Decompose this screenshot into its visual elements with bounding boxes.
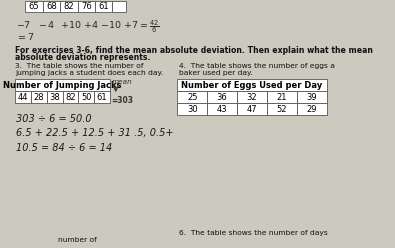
- Text: 6.  The table shows the number of days: 6. The table shows the number of days: [179, 230, 328, 236]
- Bar: [237, 91, 267, 103]
- Text: 21: 21: [276, 93, 287, 101]
- Bar: [267, 103, 297, 115]
- Text: 303 ÷ 6 = 50.0: 303 ÷ 6 = 50.0: [16, 114, 92, 124]
- Bar: [15, 91, 31, 103]
- Text: 28: 28: [34, 93, 44, 101]
- Bar: [177, 79, 327, 91]
- Text: 50: 50: [81, 93, 92, 101]
- Bar: [94, 91, 110, 103]
- Text: 6.5 + 22.5 + 12.5 + 31 .5, 0.5+: 6.5 + 22.5 + 12.5 + 31 .5, 0.5+: [16, 128, 173, 138]
- Text: 65: 65: [28, 2, 39, 11]
- Bar: [267, 91, 297, 103]
- Bar: [297, 91, 327, 103]
- Bar: [60, 1, 77, 12]
- Text: 10.5 = 84 ÷ 6 = 14: 10.5 = 84 ÷ 6 = 14: [16, 143, 112, 153]
- Bar: [78, 91, 94, 103]
- Text: $\mathit{= 7}$: $\mathit{= 7}$: [16, 31, 35, 42]
- Text: 29: 29: [307, 104, 317, 114]
- Text: 61: 61: [98, 2, 109, 11]
- Text: 47: 47: [247, 104, 257, 114]
- Bar: [207, 103, 237, 115]
- Text: 52: 52: [276, 104, 287, 114]
- Text: 39: 39: [307, 93, 317, 101]
- Text: number of: number of: [58, 237, 97, 243]
- Text: baker used per day.: baker used per day.: [179, 70, 253, 76]
- Bar: [177, 91, 207, 103]
- Text: 25: 25: [187, 93, 198, 101]
- Bar: [113, 1, 126, 12]
- Bar: [237, 103, 267, 115]
- Text: 38: 38: [49, 93, 60, 101]
- Bar: [31, 91, 47, 103]
- Bar: [177, 103, 207, 115]
- Bar: [43, 1, 60, 12]
- Text: 76: 76: [81, 2, 92, 11]
- Text: 30: 30: [187, 104, 198, 114]
- Text: 43: 43: [217, 104, 228, 114]
- Text: 4.  The table shows the number of eggs a: 4. The table shows the number of eggs a: [179, 63, 335, 69]
- Text: mean: mean: [112, 79, 132, 85]
- Text: 32: 32: [247, 93, 257, 101]
- Bar: [77, 1, 95, 12]
- Text: 68: 68: [46, 2, 57, 11]
- Bar: [25, 1, 43, 12]
- Text: jumping jacks a student does each day.: jumping jacks a student does each day.: [15, 70, 164, 76]
- Bar: [95, 1, 113, 12]
- Text: $\mathit{-7\ \ -4\ \ {+}10\ {+}4\ {-}10\ {+}7 = \frac{42}{6}}$: $\mathit{-7\ \ -4\ \ {+}10\ {+}4\ {-}10\…: [16, 18, 160, 35]
- Text: For exercises 3-6, find the mean absolute deviation. Then explain what the mean: For exercises 3-6, find the mean absolut…: [15, 46, 373, 55]
- Text: 82: 82: [64, 2, 74, 11]
- Text: Number of Jumping Jacks: Number of Jumping Jacks: [3, 81, 122, 90]
- Text: 44: 44: [18, 93, 28, 101]
- Bar: [62, 91, 78, 103]
- Text: Number of Eggs Used per Day: Number of Eggs Used per Day: [181, 81, 323, 90]
- Bar: [207, 91, 237, 103]
- Text: 3.  The table shows the number of: 3. The table shows the number of: [15, 63, 144, 69]
- Text: absolute deviation represents.: absolute deviation represents.: [15, 53, 151, 62]
- Text: 36: 36: [217, 93, 228, 101]
- Bar: [15, 79, 110, 91]
- Bar: [297, 103, 327, 115]
- Text: 82: 82: [65, 93, 76, 101]
- Bar: [47, 91, 62, 103]
- Text: 61: 61: [97, 93, 107, 101]
- Text: =303: =303: [112, 96, 134, 105]
